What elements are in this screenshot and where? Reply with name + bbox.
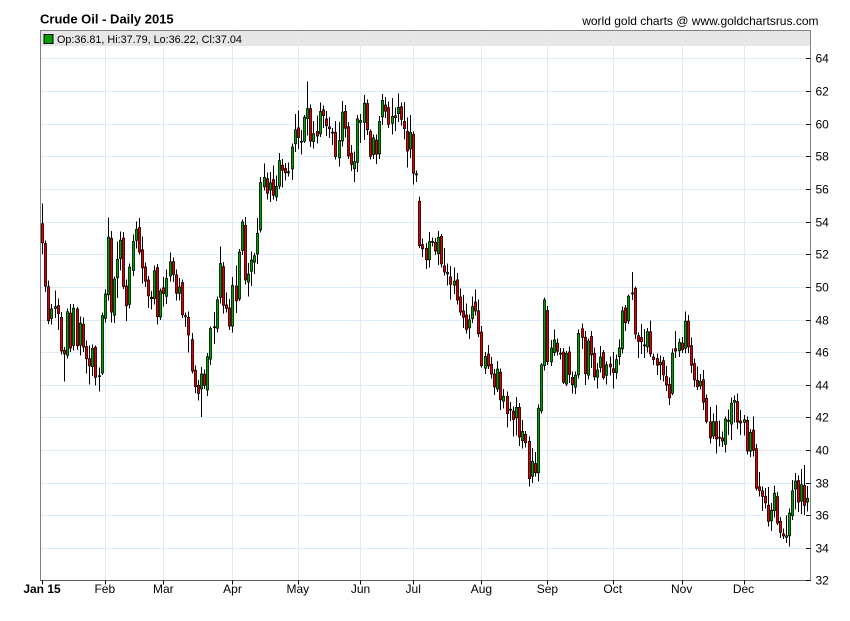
svg-text:36: 36 (816, 509, 830, 523)
svg-text:Dec: Dec (733, 582, 754, 596)
svg-text:Feb: Feb (94, 582, 115, 596)
svg-text:Aug: Aug (471, 582, 492, 596)
svg-text:56: 56 (816, 183, 830, 197)
svg-text:Jul: Jul (406, 582, 421, 596)
svg-text:58: 58 (816, 150, 830, 164)
svg-text:Crude Oil - Daily 2015: Crude Oil - Daily 2015 (40, 12, 174, 27)
svg-text:Jun: Jun (351, 582, 370, 596)
svg-text:52: 52 (816, 248, 830, 262)
svg-text:Jan 15: Jan 15 (23, 582, 61, 596)
svg-text:38: 38 (816, 477, 830, 491)
svg-text:44: 44 (816, 379, 830, 393)
svg-text:46: 46 (816, 346, 830, 360)
svg-text:32: 32 (816, 574, 830, 588)
svg-text:Apr: Apr (223, 582, 242, 596)
svg-text:Sep: Sep (537, 582, 559, 596)
svg-text:54: 54 (816, 216, 830, 230)
svg-text:Oct: Oct (603, 582, 622, 596)
svg-text:Nov: Nov (671, 582, 692, 596)
svg-text:60: 60 (816, 118, 830, 132)
svg-text:48: 48 (816, 314, 830, 328)
svg-text:42: 42 (816, 411, 830, 425)
svg-text:50: 50 (816, 281, 830, 295)
svg-text:Op:36.81, Hi:37.79, Lo:36.22,: Op:36.81, Hi:37.79, Lo:36.22, Cl:37.04 (57, 34, 242, 46)
svg-text:64: 64 (816, 52, 830, 66)
svg-text:40: 40 (816, 444, 830, 458)
svg-text:May: May (286, 582, 309, 596)
svg-text:34: 34 (816, 542, 830, 556)
svg-text:world gold charts @ www.goldch: world gold charts @ www.goldchartsrus.co… (581, 14, 818, 28)
svg-text:62: 62 (816, 85, 830, 99)
svg-text:Mar: Mar (153, 582, 174, 596)
